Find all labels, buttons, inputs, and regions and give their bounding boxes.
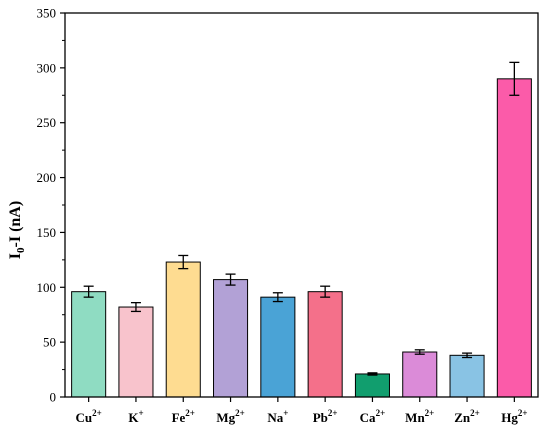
y-tick-label: 300 (37, 60, 57, 75)
bar-na (260, 296, 296, 398)
y-tick-label: 0 (50, 390, 57, 405)
x-tick-label-pb: Pb2+ (313, 408, 338, 425)
y-tick-label: 250 (37, 115, 57, 130)
error-bar-ca (367, 372, 378, 376)
bar-mn (402, 351, 438, 398)
y-axis-title: I0-I (nA) (7, 201, 27, 259)
y-axis-title-rest: -I (nA) (7, 201, 24, 248)
bar-zn (449, 354, 485, 398)
x-tick-label-superscript: 2+ (92, 408, 102, 418)
bar-pb (307, 291, 343, 398)
error-bar-cu (83, 285, 94, 298)
x-tick-label-mn: Mn2+ (405, 408, 434, 425)
x-tick-label-base: Na (267, 410, 283, 425)
x-tick-label-na: Na+ (267, 408, 288, 425)
axes-group (60, 12, 539, 402)
bar-mg (213, 279, 249, 398)
error-bar-na (272, 292, 283, 303)
y-tick-label: 100 (37, 280, 57, 295)
x-tick-label-superscript: 2+ (518, 408, 528, 418)
error-bar-hg (509, 61, 520, 96)
x-tick-label-superscript: 2+ (235, 408, 245, 418)
labels-group: Cu2+ K+ Fe2+ Mg2+ Na+ Pb2+ Ca2+ Mn2+ Zn2+ Hg2+050… (37, 6, 528, 426)
bar-hg (496, 78, 532, 398)
x-tick-label-base: Zn (454, 410, 471, 425)
error-bar-fe (178, 254, 189, 270)
x-tick-label-superscript: 2+ (185, 408, 195, 418)
x-tick-label-base: Ca (360, 410, 376, 425)
y-axis-title-subscript: 0 (15, 247, 27, 253)
bar-ca (354, 373, 390, 398)
bar-k (118, 306, 154, 398)
x-tick-label-base: Mn (405, 410, 425, 425)
y-axis-title-base: I (7, 253, 24, 259)
x-tick-label-superscript: + (138, 408, 143, 418)
error-bar-pb (320, 285, 331, 298)
bar-cu (71, 291, 107, 398)
x-tick-label-base: Cu (76, 410, 93, 425)
y-tick-label: 350 (37, 6, 57, 21)
x-tick-label-fe: Fe2+ (172, 408, 195, 425)
x-tick-label-mg: Mg2+ (216, 408, 244, 425)
x-tick-label-superscript: + (283, 408, 288, 418)
x-tick-label-ca: Ca2+ (360, 408, 386, 425)
error-bar-k (130, 301, 141, 313)
error-bar-mg (225, 273, 236, 286)
x-tick-label-cu: Cu2+ (76, 408, 102, 425)
x-tick-label-base: Pb (313, 410, 328, 425)
y-tick-label: 150 (37, 225, 57, 240)
x-tick-label-k: K+ (128, 408, 143, 425)
x-tick-label-zn: Zn2+ (454, 408, 480, 425)
x-tick-label-base: K (128, 410, 139, 425)
x-tick-label-base: Mg (216, 410, 235, 425)
bars-group (71, 78, 532, 398)
x-tick-label-superscript: 2+ (470, 408, 480, 418)
x-tick-label-hg: Hg2+ (501, 408, 527, 425)
x-tick-label-superscript: 2+ (425, 408, 435, 418)
error-bars-group (83, 61, 520, 376)
error-bar-mn (414, 349, 425, 355)
x-tick-label-superscript: 2+ (376, 408, 386, 418)
y-tick-label: 50 (43, 335, 56, 350)
y-tick-label: 200 (37, 170, 57, 185)
x-tick-label-base: Hg (501, 410, 518, 425)
error-bar-zn (462, 352, 473, 359)
bar-fe (165, 261, 201, 398)
x-tick-label-superscript: 2+ (328, 408, 338, 418)
x-tick-label-base: Fe (172, 410, 186, 425)
